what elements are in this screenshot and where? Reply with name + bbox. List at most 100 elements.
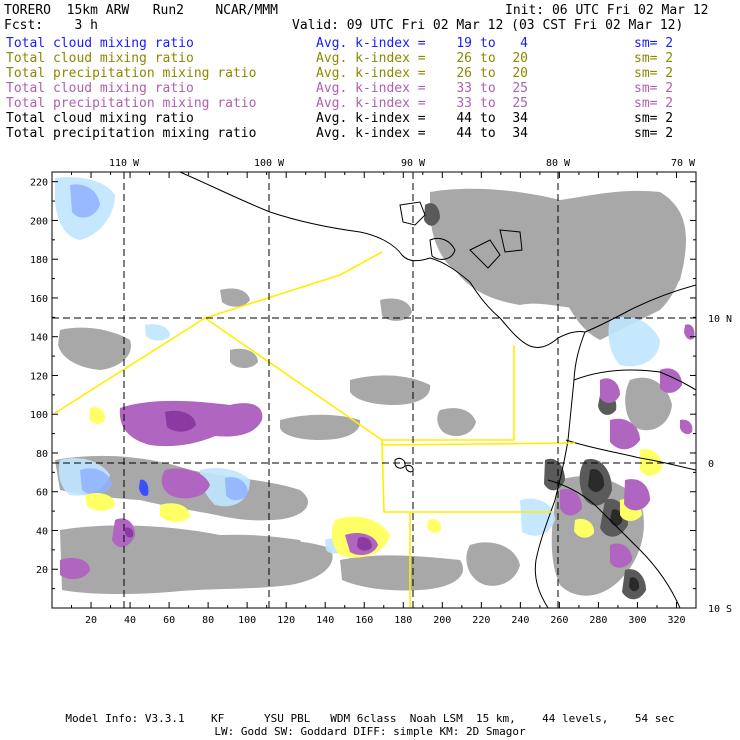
avg-label: Avg. k-index = xyxy=(316,36,426,51)
init-time: Init: 06 UTC Fri 02 Mar 12 xyxy=(505,3,709,18)
forecast-map: 20 40 60 80 100 120 140 160 180 200 220 240 260 280 30… xyxy=(30,158,732,626)
range-to: 25 xyxy=(512,81,528,96)
y-tick-label: 120 xyxy=(30,371,48,382)
field-row: Total precipitation mixing ratio Avg. k-i… xyxy=(6,96,734,111)
x-tick-label: 60 xyxy=(163,615,175,626)
avg-label: Avg. k-index = xyxy=(316,126,426,141)
smoothing: sm= 2 xyxy=(634,126,674,141)
y-tick-label: 160 xyxy=(30,294,48,305)
field-name: Total precipitation mixing ratio xyxy=(6,96,257,111)
x-tick-label: 320 xyxy=(667,615,685,626)
avg-label: Avg. k-index = xyxy=(316,111,426,126)
longitude-label: 70 W xyxy=(671,158,696,169)
range-to-word: to xyxy=(480,36,496,51)
longitude-label: 80 W xyxy=(546,158,571,169)
y-tick-label: 40 xyxy=(36,526,48,537)
smoothing: sm= 2 xyxy=(634,81,674,96)
forecast-hour: Fcst: 3 h xyxy=(4,18,98,33)
longitude-labels: 110 W 100 W 90 W 80 W 70 W xyxy=(109,158,696,169)
avg-label: Avg. k-index = xyxy=(316,81,426,96)
latitude-label: 10 N xyxy=(708,314,732,325)
range-from: 33 xyxy=(456,96,472,111)
x-tick-label: 300 xyxy=(628,615,646,626)
longitude-label: 90 W xyxy=(401,158,426,169)
field-name: Total precipitation mixing ratio xyxy=(6,66,257,81)
range-to-word: to xyxy=(480,96,496,111)
x-tick-label: 120 xyxy=(277,615,295,626)
range-to-word: to xyxy=(480,51,496,66)
y-tick-label: 100 xyxy=(30,410,48,421)
darkest-cloud-core-layer xyxy=(588,469,640,592)
field-row: Total cloud mixing ratio Avg. k-index = 33… xyxy=(6,81,734,96)
x-tick-label: 280 xyxy=(589,615,607,626)
y-tick-label: 80 xyxy=(36,449,48,460)
nest-boundary xyxy=(54,251,576,608)
deep-blue-cloud-layer xyxy=(139,479,149,497)
field-name: Total precipitation mixing ratio xyxy=(6,126,257,141)
model-title: TORERO 15km ARW Run2 NCAR/MMM xyxy=(4,3,278,18)
y-tick-label: 140 xyxy=(30,333,48,344)
range-to-word: to xyxy=(480,126,496,141)
field-name: Total cloud mixing ratio xyxy=(6,111,194,126)
coastline-layer xyxy=(179,172,696,608)
range-to: 20 xyxy=(512,51,528,66)
range-to: 25 xyxy=(512,96,528,111)
x-tick-label: 260 xyxy=(550,615,568,626)
x-tick-label: 140 xyxy=(316,615,334,626)
smoothing: sm= 2 xyxy=(634,51,674,66)
range-to-word: to xyxy=(480,111,496,126)
graticule xyxy=(52,172,696,608)
avg-label: Avg. k-index = xyxy=(316,66,426,81)
y-tick-label: 200 xyxy=(30,216,48,227)
range-from: 33 xyxy=(456,81,472,96)
model-info: Model Info: V3.3.1 KF YSU PBL WDM 6class… xyxy=(65,712,675,725)
avg-label: Avg. k-index = xyxy=(316,96,426,111)
x-tick-label: 40 xyxy=(124,615,136,626)
smoothing: sm= 2 xyxy=(634,96,674,111)
smoothing: sm= 2 xyxy=(634,66,674,81)
range-from: 26 xyxy=(456,51,472,66)
x-tick-label: 220 xyxy=(472,615,490,626)
x-tick-label: 180 xyxy=(394,615,412,626)
range-to: 34 xyxy=(512,126,528,141)
field-name: Total cloud mixing ratio xyxy=(6,36,194,51)
field-row: Total precipitation mixing ratio Avg. k-i… xyxy=(6,66,734,81)
field-row: Total cloud mixing ratio Avg. k-index = 26… xyxy=(6,51,734,66)
range-from: 26 xyxy=(456,66,472,81)
y-tick-label: 20 xyxy=(36,565,48,576)
field-name: Total cloud mixing ratio xyxy=(6,81,194,96)
range-to: 34 xyxy=(512,111,528,126)
y-tick-label: 180 xyxy=(30,255,48,266)
range-to-word: to xyxy=(480,81,496,96)
valid-time: Valid: 09 UTC Fri 02 Mar 12 (03 CST Fri … xyxy=(292,18,684,33)
dark-purple-precip-layer xyxy=(125,410,372,551)
range-from: 44 xyxy=(456,126,472,141)
y-tick-label: 60 xyxy=(36,488,48,499)
range-to: 4 xyxy=(520,36,528,51)
y-tick-label: 220 xyxy=(30,178,48,189)
latitude-labels: 10 N 0 10 S xyxy=(708,314,732,615)
x-tick-label: 240 xyxy=(511,615,529,626)
avg-label: Avg. k-index = xyxy=(316,51,426,66)
latitude-label: 10 S xyxy=(708,604,732,615)
x-tick-label: 160 xyxy=(355,615,373,626)
range-from: 44 xyxy=(456,111,472,126)
field-row: Total cloud mixing ratio Avg. k-index = 19… xyxy=(6,36,734,51)
x-tick-label: 100 xyxy=(238,615,256,626)
range-to-word: to xyxy=(480,66,496,81)
physics-info: LW: Godd SW: Goddard DIFF: simple KM: 2D… xyxy=(214,725,526,738)
plot-frame xyxy=(51,171,697,609)
latitude-label: 0 xyxy=(708,459,714,470)
field-row: Total precipitation mixing ratio Avg. k-i… xyxy=(6,126,734,141)
field-name: Total cloud mixing ratio xyxy=(6,51,194,66)
x-tick-label: 80 xyxy=(202,615,214,626)
smoothing: sm= 2 xyxy=(634,111,674,126)
range-to: 20 xyxy=(512,66,528,81)
blue-cloud-layer xyxy=(70,184,248,501)
x-axis: 20 40 60 80 100 120 140 160 180 200 220 240 260 280 30… xyxy=(71,172,686,626)
longitude-label: 110 W xyxy=(109,158,140,169)
longitude-label: 100 W xyxy=(254,158,285,169)
x-tick-label: 20 xyxy=(85,615,97,626)
x-tick-label: 200 xyxy=(433,615,451,626)
range-from: 19 xyxy=(456,36,472,51)
